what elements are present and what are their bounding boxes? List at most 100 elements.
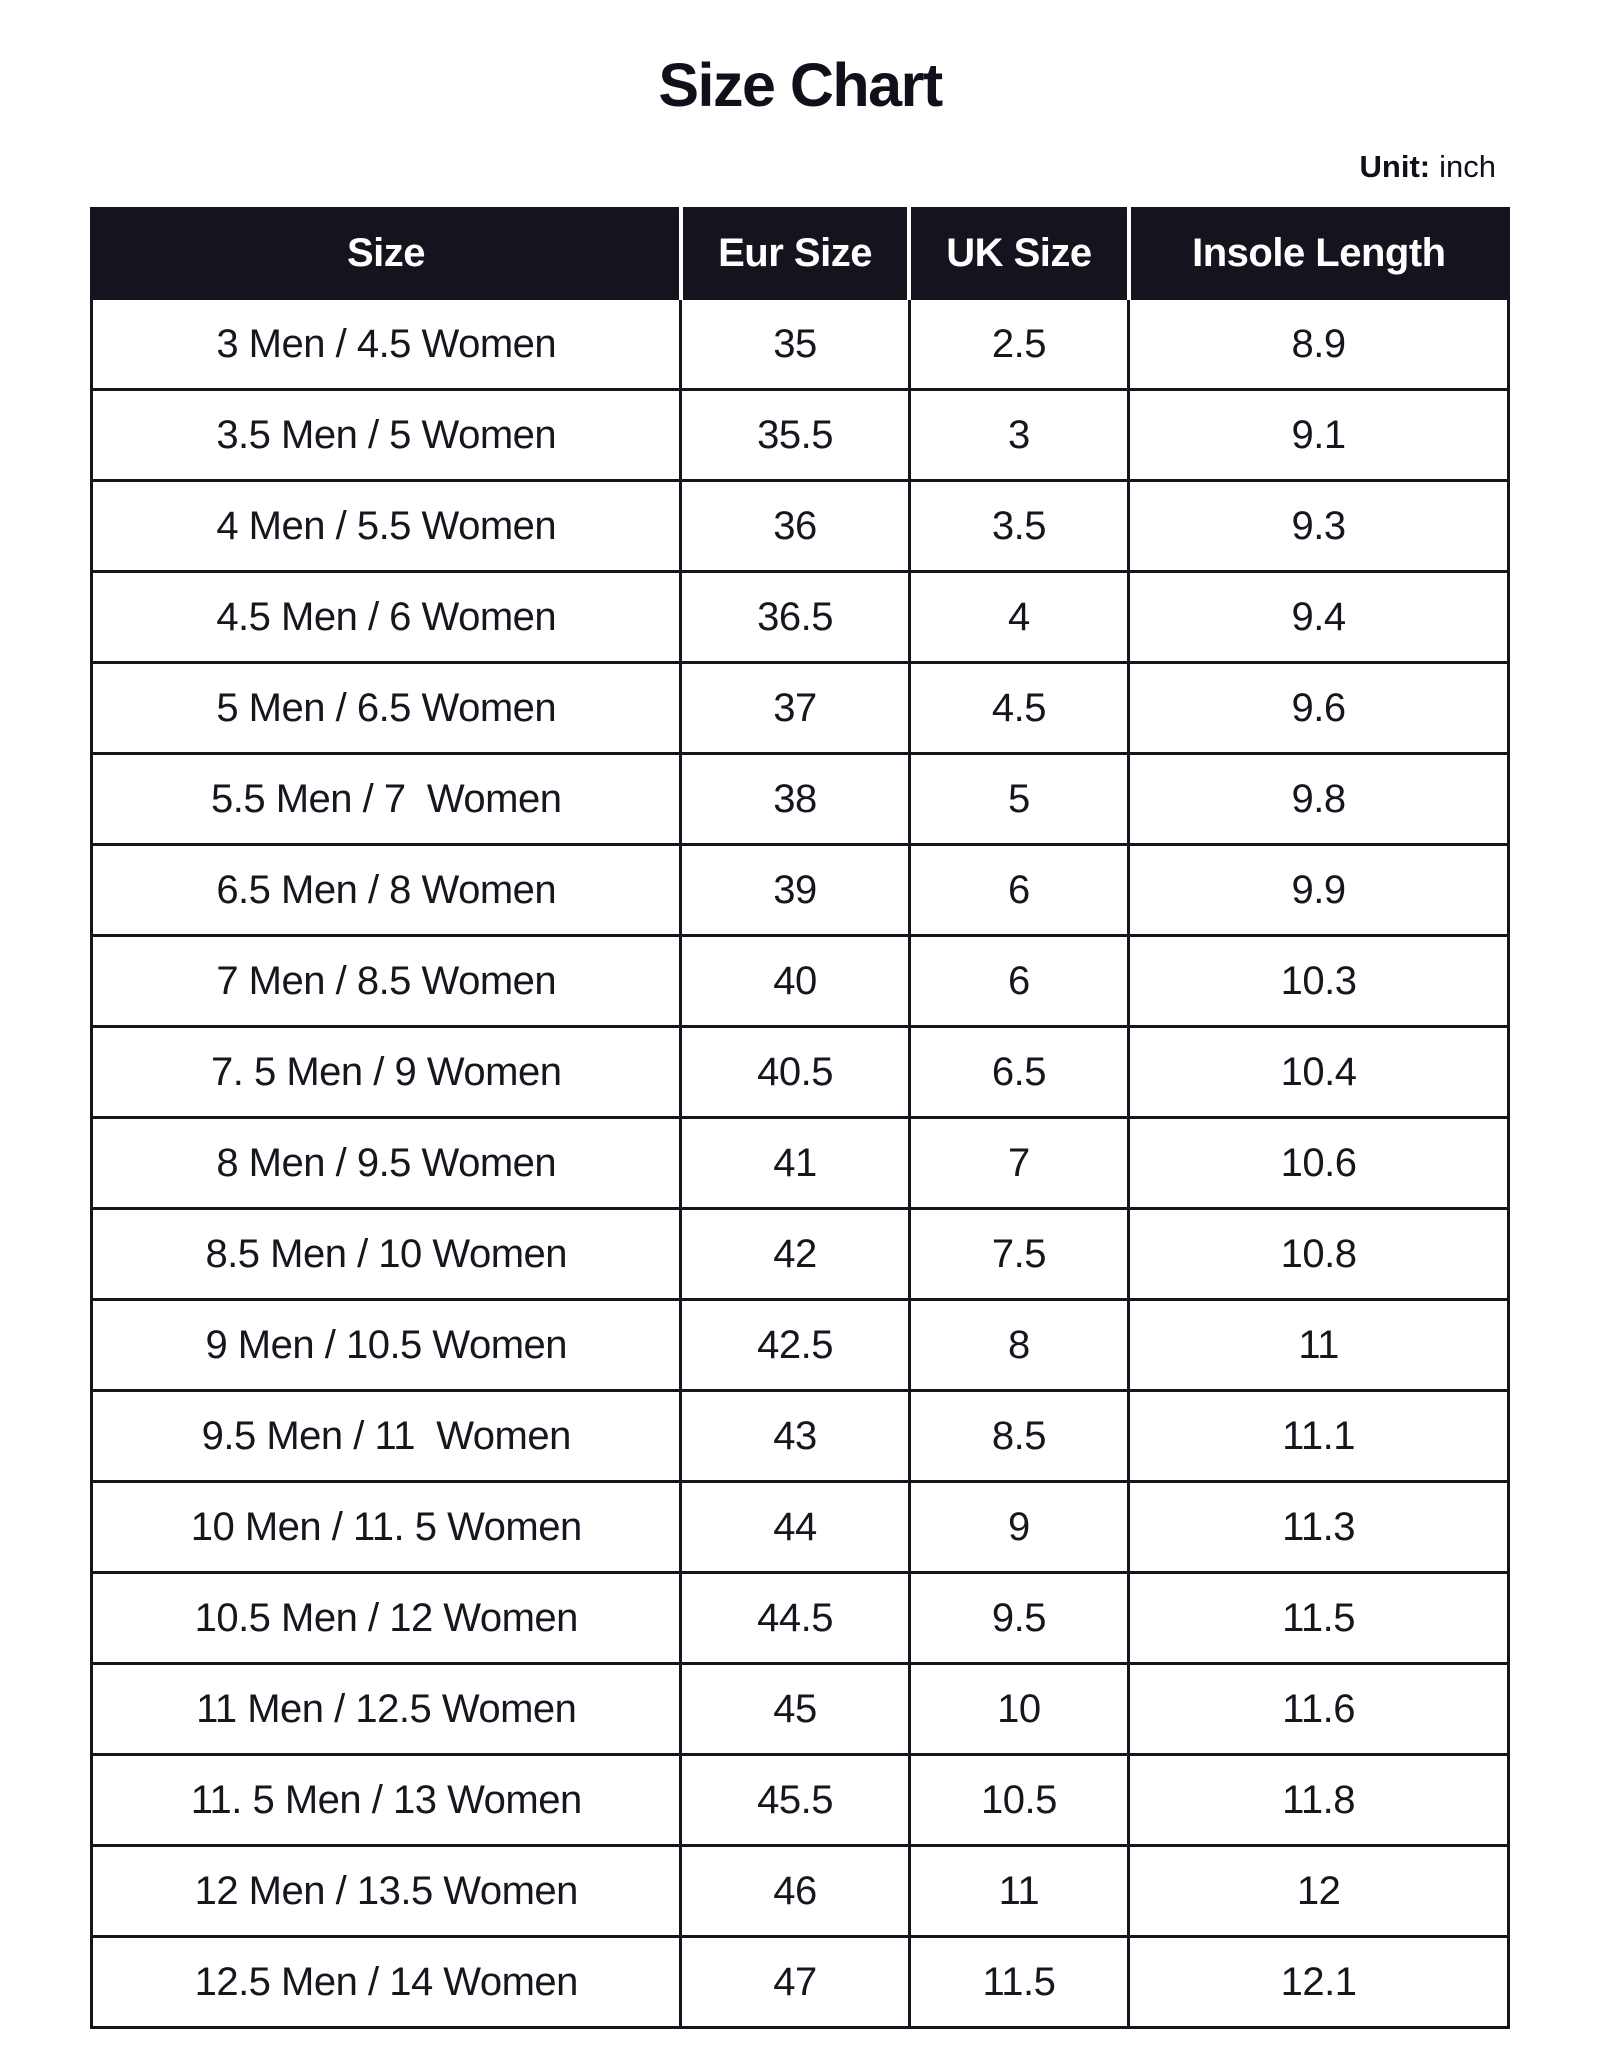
table-row: 3.5 Men / 5 Women 35.5 3 9.1 xyxy=(89,388,1510,483)
unit-label: Unit: xyxy=(1359,149,1431,185)
size-cell: 9.5 Men / 11 Women xyxy=(89,1389,683,1484)
table-row: 4.5 Men / 6 Women 36.5 4 9.4 xyxy=(89,570,1510,665)
insole-length-cell: 11 xyxy=(1127,1298,1510,1393)
size-cell: 5 Men / 6.5 Women xyxy=(89,661,683,756)
table-row: 9.5 Men / 11 Women 43 8.5 11.1 xyxy=(89,1389,1510,1484)
insole-length-cell: 9.9 xyxy=(1127,843,1510,938)
uk-size-cell: 3 xyxy=(907,388,1131,483)
table-row: 10.5 Men / 12 Women 44.5 9.5 11.5 xyxy=(89,1571,1510,1666)
uk-size-cell: 7 xyxy=(907,1116,1131,1211)
insole-length-cell: 11.6 xyxy=(1127,1662,1510,1757)
insole-length-cell: 8.9 xyxy=(1127,297,1510,392)
uk-size-cell: 8 xyxy=(907,1298,1131,1393)
table-row: 5 Men / 6.5 Women 37 4.5 9.6 xyxy=(89,661,1510,756)
eur-size-cell: 44.5 xyxy=(679,1571,911,1666)
uk-size-cell: 9.5 xyxy=(907,1571,1131,1666)
uk-size-cell: 9 xyxy=(907,1480,1131,1575)
insole-length-cell: 11.1 xyxy=(1127,1389,1510,1484)
eur-size-cell: 45 xyxy=(679,1662,911,1757)
eur-size-cell: 40.5 xyxy=(679,1025,911,1120)
table-row: 11. 5 Men / 13 Women 45.5 10.5 11.8 xyxy=(89,1753,1510,1848)
insole-length-cell: 12 xyxy=(1127,1844,1510,1939)
table-row: 7. 5 Men / 9 Women 40.5 6.5 10.4 xyxy=(89,1025,1510,1120)
eur-size-cell: 42 xyxy=(679,1207,911,1302)
eur-size-cell: 42.5 xyxy=(679,1298,911,1393)
size-cell: 8 Men / 9.5 Women xyxy=(89,1116,683,1211)
uk-size-cell: 2.5 xyxy=(907,297,1131,392)
size-cell: 12 Men / 13.5 Women xyxy=(89,1844,683,1939)
column-header-eur-size: Eur Size xyxy=(680,208,912,301)
eur-size-cell: 39 xyxy=(679,843,911,938)
table-row: 6.5 Men / 8 Women 39 6 9.9 xyxy=(89,843,1510,938)
size-cell: 4 Men / 5.5 Women xyxy=(89,479,683,574)
unit-note: Unit: inch xyxy=(90,149,1510,185)
column-header-uk-size: UK Size xyxy=(909,208,1131,301)
column-header-size: Size xyxy=(91,208,683,301)
eur-size-cell: 47 xyxy=(679,1935,911,2030)
uk-size-cell: 11 xyxy=(907,1844,1131,1939)
table-row: 12.5 Men / 14 Women 47 11.5 12.1 xyxy=(89,1935,1510,2030)
table-header: Size Eur Size UK Size Insole Length xyxy=(91,208,1509,301)
table-row: 10 Men / 11. 5 Women 44 9 11.3 xyxy=(89,1480,1510,1575)
table-row: 8.5 Men / 10 Women 42 7.5 10.8 xyxy=(89,1207,1510,1302)
size-cell: 3 Men / 4.5 Women xyxy=(89,297,683,392)
eur-size-cell: 35.5 xyxy=(679,388,911,483)
size-cell: 11 Men / 12.5 Women xyxy=(89,1662,683,1757)
table-body: 3 Men / 4.5 Women 35 2.5 8.9 3.5 Men / 5… xyxy=(89,297,1510,2030)
uk-size-cell: 8.5 xyxy=(907,1389,1131,1484)
insole-length-cell: 10.6 xyxy=(1127,1116,1510,1211)
uk-size-cell: 6.5 xyxy=(907,1025,1131,1120)
size-chart-table: Size Eur Size UK Size Insole Length 3 Me… xyxy=(89,207,1510,2030)
size-cell: 12.5 Men / 14 Women xyxy=(89,1935,683,2030)
size-cell: 11. 5 Men / 13 Women xyxy=(89,1753,683,1848)
insole-length-cell: 9.1 xyxy=(1127,388,1510,483)
size-cell: 4.5 Men / 6 Women xyxy=(89,570,683,665)
uk-size-cell: 10 xyxy=(907,1662,1131,1757)
insole-length-cell: 9.4 xyxy=(1127,570,1510,665)
eur-size-cell: 37 xyxy=(679,661,911,756)
insole-length-cell: 9.3 xyxy=(1127,479,1510,574)
uk-size-cell: 4 xyxy=(907,570,1131,665)
header-row: Size Eur Size UK Size Insole Length xyxy=(91,208,1509,301)
size-cell: 6.5 Men / 8 Women xyxy=(89,843,683,938)
eur-size-cell: 38 xyxy=(679,752,911,847)
eur-size-cell: 43 xyxy=(679,1389,911,1484)
eur-size-cell: 36 xyxy=(679,479,911,574)
table-row: 12 Men / 13.5 Women 46 11 12 xyxy=(89,1844,1510,1939)
uk-size-cell: 6 xyxy=(907,843,1131,938)
table-row: 9 Men / 10.5 Women 42.5 8 11 xyxy=(89,1298,1510,1393)
insole-length-cell: 10.4 xyxy=(1127,1025,1510,1120)
insole-length-cell: 10.3 xyxy=(1127,934,1510,1029)
insole-length-cell: 10.8 xyxy=(1127,1207,1510,1302)
size-cell: 5.5 Men / 7 Women xyxy=(89,752,683,847)
insole-length-cell: 11.5 xyxy=(1127,1571,1510,1666)
eur-size-cell: 35 xyxy=(679,297,911,392)
size-cell: 7. 5 Men / 9 Women xyxy=(89,1025,683,1120)
eur-size-cell: 41 xyxy=(679,1116,911,1211)
size-cell: 7 Men / 8.5 Women xyxy=(89,934,683,1029)
uk-size-cell: 11.5 xyxy=(907,1935,1131,2030)
column-header-insole-length: Insole Length xyxy=(1128,208,1509,301)
uk-size-cell: 7.5 xyxy=(907,1207,1131,1302)
insole-length-cell: 9.8 xyxy=(1127,752,1510,847)
uk-size-cell: 5 xyxy=(907,752,1131,847)
eur-size-cell: 40 xyxy=(679,934,911,1029)
uk-size-cell: 3.5 xyxy=(907,479,1131,574)
insole-length-cell: 11.3 xyxy=(1127,1480,1510,1575)
page-title: Size Chart xyxy=(658,51,943,119)
size-cell: 8.5 Men / 10 Women xyxy=(89,1207,683,1302)
uk-size-cell: 4.5 xyxy=(907,661,1131,756)
eur-size-cell: 44 xyxy=(679,1480,911,1575)
table-row: 11 Men / 12.5 Women 45 10 11.6 xyxy=(89,1662,1510,1757)
table-row: 3 Men / 4.5 Women 35 2.5 8.9 xyxy=(89,297,1510,392)
insole-length-cell: 12.1 xyxy=(1127,1935,1510,2030)
table-row: 8 Men / 9.5 Women 41 7 10.6 xyxy=(89,1116,1510,1211)
table-row: 7 Men / 8.5 Women 40 6 10.3 xyxy=(89,934,1510,1029)
size-cell: 10.5 Men / 12 Women xyxy=(89,1571,683,1666)
eur-size-cell: 46 xyxy=(679,1844,911,1939)
eur-size-cell: 36.5 xyxy=(679,570,911,665)
size-cell: 10 Men / 11. 5 Women xyxy=(89,1480,683,1575)
uk-size-cell: 6 xyxy=(907,934,1131,1029)
uk-size-cell: 10.5 xyxy=(907,1753,1131,1848)
